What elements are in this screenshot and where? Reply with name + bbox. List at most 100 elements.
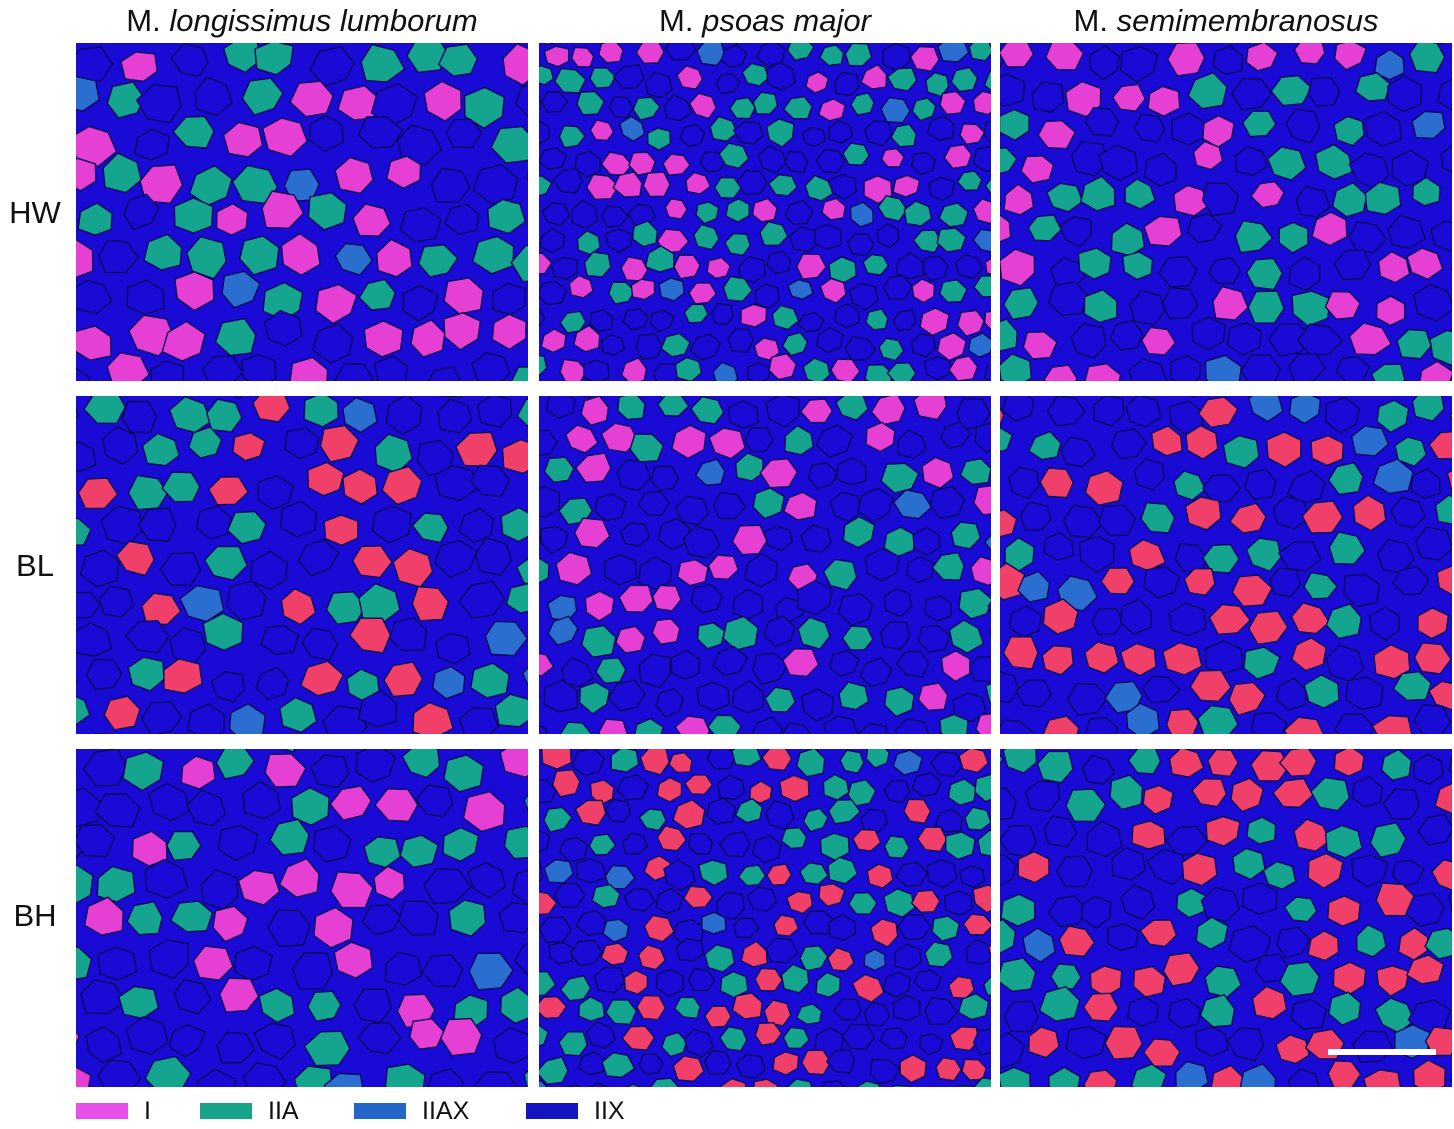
- muscle-fiber: [128, 314, 176, 357]
- muscle-fiber: [98, 239, 140, 274]
- muscle-fiber: [855, 1080, 881, 1087]
- muscle-fiber: [651, 584, 682, 612]
- muscle-fiber: [435, 632, 471, 665]
- muscle-fiber: [491, 282, 527, 316]
- muscle-fiber: [1448, 755, 1452, 773]
- muscle-fiber: [334, 362, 374, 381]
- muscle-fiber: [329, 785, 373, 821]
- muscle-fiber: [1169, 354, 1202, 381]
- muscle-fiber: [280, 587, 317, 626]
- muscle-fiber: [829, 358, 861, 381]
- muscle-fiber: [1173, 470, 1207, 501]
- muscle-fiber: [856, 487, 894, 523]
- muscle-fiber: [892, 489, 933, 520]
- muscle-fiber: [973, 1077, 991, 1087]
- muscle-fiber: [989, 467, 991, 474]
- muscle-fiber: [754, 1021, 783, 1047]
- muscle-fiber: [260, 624, 300, 656]
- muscle-fiber: [1200, 886, 1241, 923]
- muscle-fiber: [309, 754, 350, 789]
- muscle-fiber: [385, 155, 422, 190]
- muscle-fiber: [987, 944, 991, 959]
- muscle-fiber: [1132, 965, 1167, 998]
- muscle-fiber: [959, 457, 991, 486]
- muscle-fiber: [651, 617, 681, 645]
- muscle-fiber: [161, 471, 201, 503]
- muscle-fiber: [543, 456, 575, 484]
- muscle-fiber: [550, 256, 578, 280]
- muscle-fiber: [1127, 749, 1162, 775]
- muscle-fiber: [781, 331, 809, 357]
- muscle-fiber: [786, 43, 815, 61]
- muscle-fiber: [755, 43, 786, 67]
- muscle-fiber: [1000, 918, 1017, 954]
- muscle-fiber: [1056, 855, 1094, 888]
- muscle-fiber: [513, 943, 528, 977]
- muscle-fiber: [1290, 601, 1331, 635]
- muscle-fiber: [973, 485, 991, 516]
- muscle-fiber: [1000, 214, 1012, 243]
- muscle-fiber: [751, 716, 784, 734]
- muscle-fiber: [423, 867, 472, 905]
- muscle-fiber: [1084, 641, 1120, 674]
- muscle-fiber: [1078, 535, 1116, 574]
- muscle-fiber: [785, 890, 814, 915]
- muscle-fiber: [1446, 469, 1452, 492]
- muscle-fiber: [818, 44, 845, 67]
- muscle-fiber: [280, 232, 321, 277]
- column-title-prefix: M.: [659, 3, 703, 38]
- muscle-fiber: [1015, 679, 1053, 708]
- muscle-fiber: [76, 406, 79, 420]
- muscle-fiber: [984, 257, 991, 276]
- muscle-fiber: [476, 396, 513, 428]
- muscle-fiber: [575, 909, 607, 936]
- muscle-fiber: [911, 152, 937, 176]
- muscle-fiber: [1191, 777, 1228, 808]
- muscle-fiber: [632, 96, 661, 121]
- muscle-fiber: [1430, 220, 1452, 253]
- muscle-fiber: [712, 361, 739, 381]
- muscle-fiber: [186, 703, 226, 734]
- muscle-fiber: [877, 194, 908, 222]
- muscle-fiber: [540, 227, 566, 253]
- column-title-name: semimembranosus: [1116, 3, 1379, 38]
- muscle-fiber: [539, 829, 551, 854]
- muscle-fiber: [385, 396, 423, 436]
- muscle-fiber: [800, 524, 833, 554]
- muscle-fiber: [1437, 78, 1452, 112]
- muscle-fiber: [862, 253, 890, 276]
- muscle-fiber: [1449, 411, 1452, 421]
- muscle-fiber: [635, 43, 665, 65]
- muscle-fiber: [865, 421, 896, 453]
- muscle-fiber: [255, 666, 290, 701]
- muscle-fiber: [1295, 185, 1332, 218]
- muscle-fiber: [931, 915, 961, 942]
- legend-label: IIAX: [422, 1096, 470, 1125]
- muscle-fiber: [704, 943, 736, 973]
- muscle-fiber: [892, 994, 921, 1022]
- muscle-fiber: [911, 278, 936, 304]
- muscle-fiber: [753, 1078, 779, 1087]
- muscle-fiber: [1303, 571, 1339, 600]
- scale-bar: [1328, 1049, 1436, 1055]
- muscle-fiber: [765, 937, 799, 964]
- muscle-fiber: [500, 506, 528, 543]
- muscle-fiber: [706, 256, 732, 280]
- muscle-fiber: [616, 396, 646, 421]
- muscle-fiber: [1351, 854, 1389, 888]
- muscle-fiber: [192, 945, 234, 981]
- micrograph-hw-semimembranosus: [1000, 43, 1452, 381]
- muscle-fiber: [438, 396, 463, 398]
- muscle-fiber: [595, 657, 627, 685]
- muscle-fiber: [1172, 184, 1211, 217]
- muscle-fiber: [795, 1003, 823, 1026]
- muscle-fiber: [608, 95, 634, 119]
- micrograph-svg: [1000, 749, 1452, 1087]
- muscle-fiber: [76, 1066, 92, 1087]
- muscle-fiber: [690, 583, 724, 614]
- muscle-fiber: [778, 774, 810, 803]
- muscle-fiber: [1008, 466, 1040, 500]
- muscle-fiber: [1413, 704, 1452, 734]
- micrograph-svg: [1000, 43, 1452, 381]
- muscle-fiber: [1065, 1025, 1108, 1060]
